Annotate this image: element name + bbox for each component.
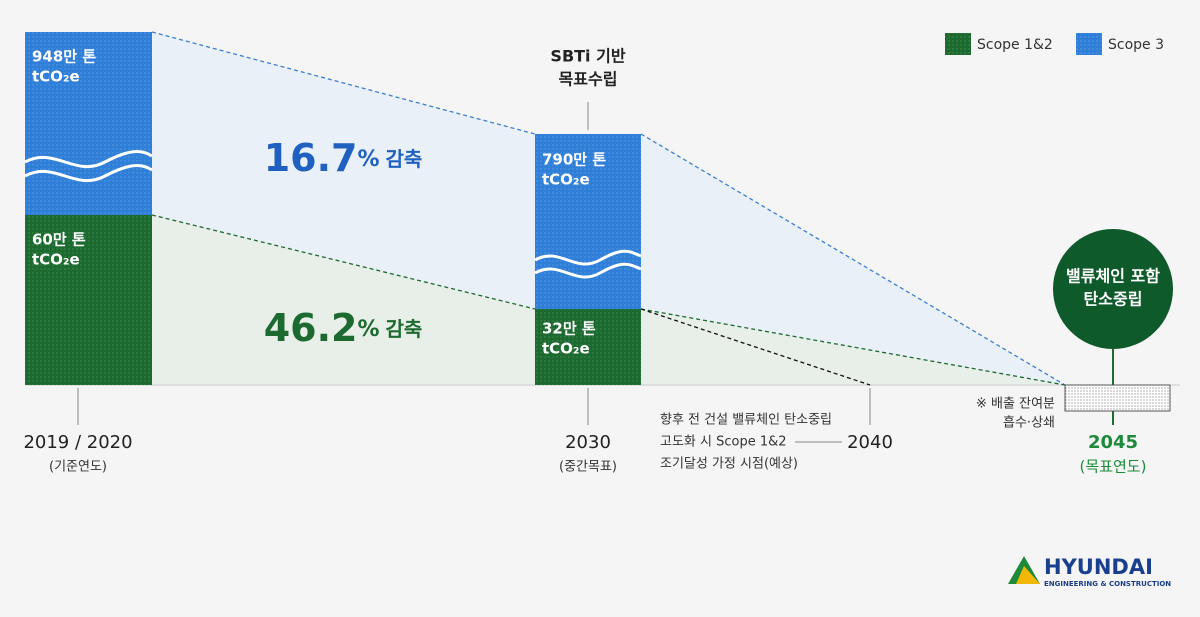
wave [24,150,153,183]
bar-label: tCO₂e [32,68,80,86]
reduction-unit: % [357,147,379,172]
year-label: 2019 / 2020 [23,432,132,453]
bar-label: tCO₂e [542,340,590,358]
residual-note: ※ 배출 잔여분 [976,397,1055,412]
sbti-label: SBTi 기반 [550,47,625,66]
bar-label: 32만 톤 [542,320,596,338]
legend-swatch [945,33,971,55]
legend-label: Scope 1&2 [977,37,1053,53]
circle-label: 밸류체인 포함 [1066,267,1160,286]
wave [534,249,642,279]
scope3-bar [535,134,641,309]
bar-label: tCO₂e [542,171,590,189]
milestone-note: 고도화 시 Scope 1&2 [660,435,787,450]
logo-sub: ENGINEERING & CONSTRUCTION [1044,580,1171,588]
scope12-line [151,214,1066,386]
circle-label: 탄소중립 [1084,290,1143,309]
reduction-word: 감축 [386,147,423,171]
scope12-bar [25,215,152,385]
early-line [640,308,871,386]
axis-break [24,150,642,279]
logo-name: HYUNDAI [1044,555,1153,579]
milestone-note: 향후 전 건설 밸류체인 탄소중립 [660,413,832,428]
reduction-number: 16.7 [264,136,358,180]
reduction-word: 감축 [386,317,423,341]
reduction-label: 16.7% 감축 [264,136,423,180]
scope12-bar [535,309,641,385]
reduction-number: 46.2 [264,306,358,350]
bar-label: 948만 톤 [32,48,96,66]
year-note: (목표연도) [1080,458,1147,476]
target-circle [1053,229,1173,349]
logo-mark [1016,566,1040,584]
legend-swatch [1076,33,1102,55]
reduction-label: 46.2% 감축 [264,306,423,350]
trend-lines [151,31,1066,386]
milestone-note: 조기달성 가정 시점(예상) [660,457,798,472]
residual-box [1064,384,1171,412]
year-label: 2030 [565,432,611,453]
residual-note: 흡수·상쇄 [1003,416,1055,431]
year-note: (중간목표) [559,460,617,475]
scope3-line [151,31,1066,386]
leader-lines [77,102,871,443]
year-note: (기준연도) [49,460,107,475]
bar-label: 60만 톤 [32,231,86,249]
year-label: 2040 [847,432,893,453]
year-label: 2045 [1088,432,1138,453]
scope3-bar [25,32,152,215]
scope3-area [152,32,535,309]
bar-label: tCO₂e [32,251,80,269]
sbti-label: 목표수립 [559,70,618,89]
bar-label: 790만 톤 [542,151,606,169]
legend-label: Scope 3 [1108,37,1164,53]
reduction-unit: % [357,317,379,342]
logo: HYUNDAI ENGINEERING & CONSTRUCTION [1008,555,1171,588]
scope12-area [152,215,535,385]
